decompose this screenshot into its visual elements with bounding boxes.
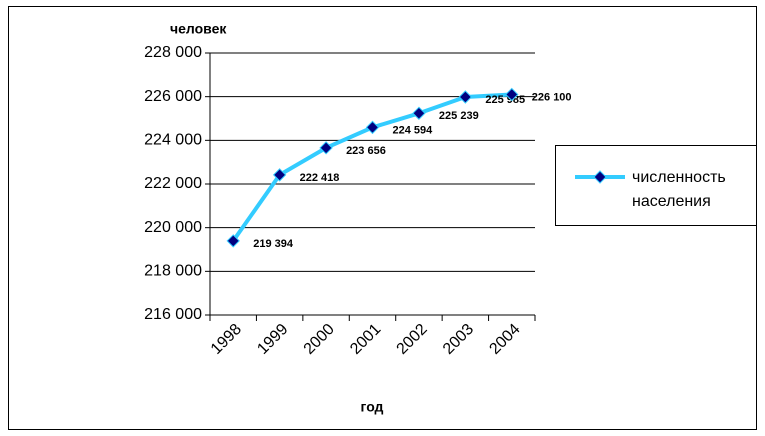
data-point bbox=[412, 106, 426, 120]
legend-label: численность населения bbox=[632, 169, 726, 210]
y-tick-label: 228 000 bbox=[144, 44, 202, 61]
data-label: 223 656 bbox=[346, 145, 386, 157]
x-axis-label: год bbox=[361, 399, 384, 415]
data-label: 219 394 bbox=[253, 238, 294, 250]
y-tick-label: 218 000 bbox=[144, 263, 202, 280]
y-axis-label: человек bbox=[170, 21, 227, 37]
data-label: 225 239 bbox=[439, 110, 479, 122]
y-tick-label: 220 000 bbox=[144, 219, 202, 236]
data-point bbox=[365, 120, 380, 135]
data-point bbox=[226, 234, 240, 248]
data-label: 226 100 bbox=[532, 91, 572, 103]
data-label: 222 418 bbox=[300, 172, 340, 184]
legend-marker bbox=[593, 170, 607, 184]
y-tick-label: 224 000 bbox=[144, 132, 202, 149]
legend-box bbox=[555, 145, 757, 226]
data-point bbox=[458, 90, 473, 104]
data-point bbox=[319, 141, 333, 155]
y-tick-label: 222 000 bbox=[144, 175, 202, 192]
data-point bbox=[505, 87, 519, 102]
y-tick-label: 226 000 bbox=[144, 88, 202, 105]
data-point bbox=[272, 168, 287, 182]
data-label: 225 985 bbox=[485, 94, 525, 106]
y-tick-label: 216 000 bbox=[144, 306, 202, 323]
data-label: 224 594 bbox=[393, 124, 434, 136]
